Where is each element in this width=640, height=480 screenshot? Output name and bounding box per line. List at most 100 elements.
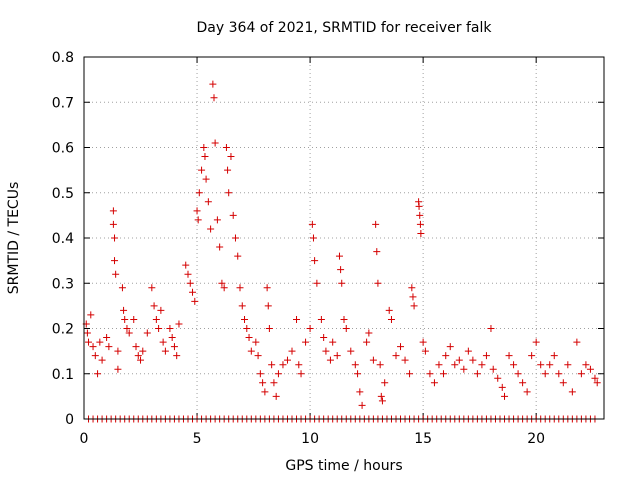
data-point <box>168 334 176 342</box>
data-point <box>247 347 255 355</box>
data-point <box>523 388 531 396</box>
data-point <box>460 365 468 373</box>
data-point <box>419 338 427 346</box>
data-point <box>306 325 314 332</box>
data-point <box>225 189 233 197</box>
data-point <box>435 361 443 369</box>
data-point <box>406 370 414 378</box>
data-point <box>137 356 145 364</box>
data-point <box>195 189 203 197</box>
data-point <box>132 343 140 351</box>
y-tick-label: 0.5 <box>52 186 74 202</box>
data-point <box>114 365 122 373</box>
data-point <box>236 284 244 292</box>
y-axis-label: SRMTID / TECUs <box>6 182 22 295</box>
data-point <box>311 257 319 265</box>
data-point <box>326 356 334 364</box>
data-point <box>270 379 278 387</box>
data-point <box>173 352 181 360</box>
data-point <box>302 338 310 346</box>
data-point <box>134 352 142 360</box>
data-point <box>451 361 459 369</box>
data-point <box>241 315 249 323</box>
data-point <box>372 220 380 228</box>
data-point <box>125 329 133 337</box>
data-point <box>157 306 165 314</box>
data-point <box>342 325 350 332</box>
x-axis-label: GPS time / hours <box>285 458 402 474</box>
data-point <box>550 352 558 360</box>
data-point <box>487 325 495 332</box>
data-point <box>591 374 599 382</box>
data-point <box>109 207 117 215</box>
data-point <box>114 347 122 355</box>
y-tick-label: 0 <box>65 412 74 428</box>
data-point <box>482 352 490 360</box>
data-point <box>473 370 481 378</box>
data-point <box>586 365 594 373</box>
x-tick-label: 0 <box>80 431 89 447</box>
data-point <box>582 361 590 369</box>
data-point <box>175 320 183 328</box>
y-tick-label: 0.8 <box>52 50 74 66</box>
data-point <box>283 356 291 364</box>
data-point <box>322 347 330 355</box>
data-point <box>478 361 486 369</box>
data-point <box>198 166 206 174</box>
x-tick-label: 15 <box>414 431 432 447</box>
data-point <box>105 343 113 351</box>
data-point <box>279 361 287 369</box>
plot-frame <box>83 56 605 420</box>
data-point <box>455 356 463 364</box>
data-point <box>374 279 382 287</box>
data-point <box>537 361 545 369</box>
data-point <box>96 338 104 346</box>
data-point <box>356 388 364 396</box>
data-point <box>123 325 131 332</box>
data-point <box>83 329 91 337</box>
data-point <box>351 361 359 369</box>
data-point <box>555 370 563 378</box>
data-point <box>417 229 425 237</box>
data-point <box>514 370 522 378</box>
data-point <box>469 356 477 364</box>
data-point <box>397 343 405 351</box>
data-point <box>259 379 267 387</box>
grid-lines <box>84 57 604 419</box>
data-point <box>143 329 151 337</box>
data-point <box>243 325 251 332</box>
data-point <box>313 279 321 287</box>
data-point <box>202 175 210 183</box>
data-point <box>182 261 190 269</box>
data-point <box>494 374 502 382</box>
data-point <box>392 352 400 360</box>
data-point <box>209 80 217 88</box>
data-point <box>118 284 126 292</box>
data-point <box>329 338 337 346</box>
data-point <box>200 144 208 151</box>
data-point <box>87 311 95 319</box>
data-point <box>387 315 395 323</box>
data-point <box>297 370 305 378</box>
data-point <box>358 401 366 409</box>
data-point <box>264 302 272 310</box>
data-point <box>573 338 581 346</box>
y-tick-label: 0.2 <box>52 322 74 338</box>
data-point <box>541 370 549 378</box>
data-point <box>377 392 385 400</box>
data-point <box>564 361 572 369</box>
data-point <box>519 379 527 387</box>
data-point <box>333 352 341 360</box>
data-point <box>238 302 246 310</box>
y-tick-label: 0.1 <box>52 367 74 383</box>
data-point <box>335 252 343 260</box>
data-point <box>229 211 237 219</box>
data-point <box>528 352 536 360</box>
data-point <box>103 334 111 342</box>
data-point <box>430 379 438 387</box>
data-point <box>559 379 567 387</box>
data-point <box>373 248 381 256</box>
data-point <box>216 243 224 251</box>
data-point <box>505 352 513 360</box>
data-point <box>193 207 201 215</box>
